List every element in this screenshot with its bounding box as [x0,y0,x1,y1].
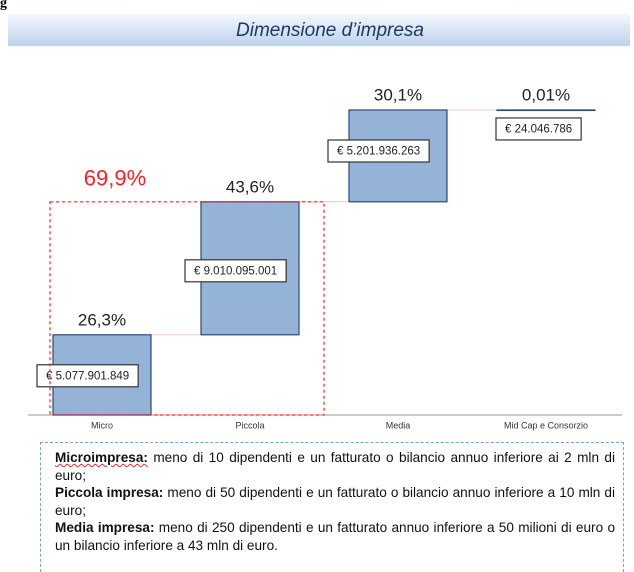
definition-text: meno di 50 dipendenti e un fatturato o b… [55,485,616,518]
amount-label: € 9.010.095.001 [194,265,277,277]
value-label: 43,6% [226,177,274,196]
definition: Piccola impresa: meno di 50 dipendenti e… [55,484,615,519]
annotation: 69,9% [84,166,146,191]
definition-text: meno di 10 dipendenti e un fatturato o b… [55,450,615,483]
definition-term: Media impresa: [55,520,155,535]
amount-label: € 5.077.901.849 [46,370,129,382]
amount-box [36,364,139,388]
x-tick-label: Media [386,420,411,430]
amount-box [327,139,430,163]
title-banner [8,14,630,46]
amount-box [184,259,287,283]
x-tick-label: Piccola [235,420,264,430]
x-tick-label: Micro [91,420,113,430]
fragment: g [0,0,7,11]
value-label: 0,01% [522,85,570,104]
chart: g Dimensione d’impresa Micro 26,3% € 5.077… [0,0,630,430]
chart-title: Dimensione d’impresa [236,20,424,41]
definition-text: meno di 250 dipendenti e un fatturato an… [55,520,615,553]
definition-term: Piccola impresa: [55,485,164,500]
total-outline [49,201,325,416]
definition-term: Microimpresa: [55,450,148,465]
amount-box [495,117,582,141]
amount-label: € 5.201.936.263 [337,146,420,158]
x-tick-label: Mid Cap e Consorzio [504,420,588,430]
value-label: 30,1% [374,85,422,104]
definitions: Microimpresa: meno di 10 dipendenti e un… [40,442,624,572]
bar [496,109,596,112]
value-label: 26,3% [78,310,126,329]
definition: Media impresa: meno di 250 dipendenti e … [55,519,615,554]
amount-label: € 24.046.786 [505,124,572,136]
definition: Microimpresa: meno di 10 dipendenti e un… [55,449,615,484]
